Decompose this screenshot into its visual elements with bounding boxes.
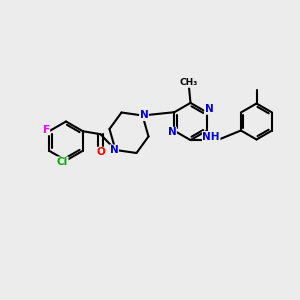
Text: N: N [140, 110, 148, 121]
Text: N: N [205, 104, 213, 114]
Text: NH: NH [202, 131, 220, 142]
Text: CH₃: CH₃ [180, 78, 198, 87]
Text: N: N [168, 127, 176, 137]
Text: Cl: Cl [57, 157, 68, 167]
Text: N: N [110, 145, 118, 155]
Text: O: O [96, 147, 105, 157]
Text: F: F [43, 125, 50, 135]
